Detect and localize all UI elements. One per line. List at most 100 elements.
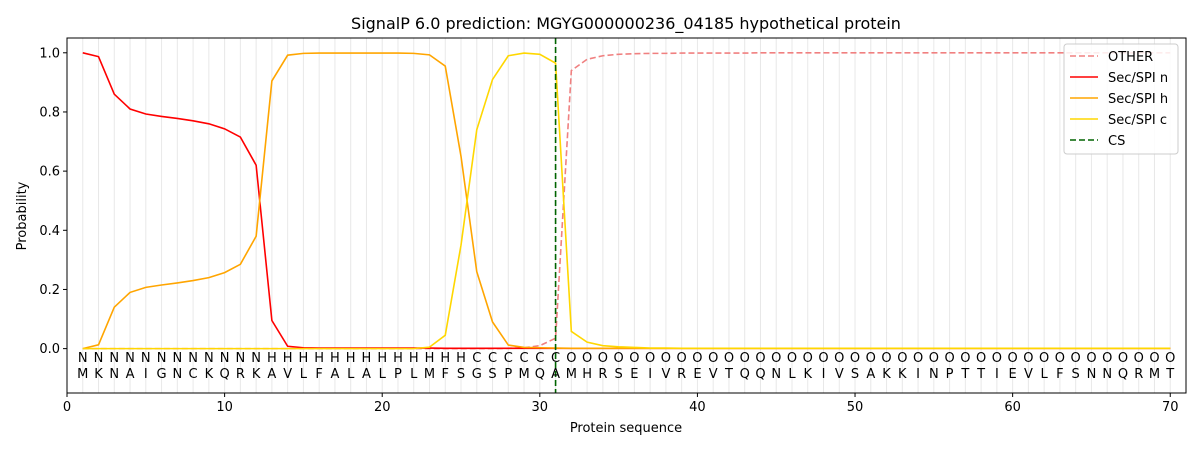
residue-label: K (94, 367, 103, 382)
region-label: O (582, 351, 592, 366)
region-label: H (362, 351, 372, 366)
residue-label: S (457, 367, 465, 382)
residue-label: E (693, 367, 701, 382)
residue-label: R (1134, 367, 1143, 382)
residue-label: H (582, 367, 592, 382)
residue-label: F (315, 367, 322, 382)
region-label: O (1071, 351, 1081, 366)
region-label: H (393, 351, 403, 366)
residue-label: S (614, 367, 622, 382)
residue-label: Q (755, 367, 765, 382)
region-label: O (992, 351, 1002, 366)
region-label: C (504, 351, 513, 366)
region-label: H (425, 351, 435, 366)
region-label: H (267, 351, 277, 366)
region-label: H (283, 351, 293, 366)
region-label: N (204, 351, 214, 366)
residue-label: K (898, 367, 907, 382)
region-label: O (929, 351, 939, 366)
residue-label: S (851, 367, 859, 382)
region-label: O (1023, 351, 1033, 366)
sequence-annotation: NMNKNNNANINGNNNCNKNQNRNKHAHVHLHFHAHLHAHL… (77, 351, 1175, 382)
residue-label: V (709, 367, 718, 382)
x-tick-label: 70 (1162, 400, 1179, 415)
residue-label: N (1087, 367, 1097, 382)
legend: OTHER Sec/SPI n Sec/SPI h Sec/SPI c CS (1063, 43, 1179, 155)
residue-label: A (126, 367, 135, 382)
region-label: H (377, 351, 387, 366)
region-label: N (220, 351, 230, 366)
residue-label: K (252, 367, 261, 382)
region-label: O (881, 351, 891, 366)
region-label: O (708, 351, 718, 366)
region-label: O (1102, 351, 1112, 366)
region-label: N (125, 351, 135, 366)
region-label: N (188, 351, 198, 366)
residue-label: K (205, 367, 214, 382)
y-axis-label: Probability (15, 181, 30, 250)
residue-label: R (236, 367, 245, 382)
region-label: O (1039, 351, 1049, 366)
residue-label: P (946, 367, 954, 382)
residue-label: I (144, 367, 148, 382)
region-label: O (1086, 351, 1096, 366)
region-label: O (818, 351, 828, 366)
residue-label: E (630, 367, 638, 382)
region-label: N (235, 351, 245, 366)
residue-label: L (410, 367, 418, 382)
region-label: C (488, 351, 497, 366)
residue-label: M (424, 367, 435, 382)
region-label: N (172, 351, 182, 366)
region-label: O (803, 351, 813, 366)
region-label: C (551, 351, 560, 366)
residue-label: A (362, 367, 371, 382)
y-tick-label: 0.8 (39, 105, 60, 120)
x-tick-label: 20 (374, 400, 391, 415)
residue-label: L (300, 367, 308, 382)
residue-label: S (488, 367, 496, 382)
legend-label: Sec/SPI c (1108, 113, 1167, 128)
residue-label: V (835, 367, 844, 382)
region-label: O (1165, 351, 1175, 366)
region-label: O (897, 351, 907, 366)
residue-label: K (803, 367, 812, 382)
residue-label: N (109, 367, 119, 382)
x-tick-label: 0 (63, 400, 71, 415)
y-tick-label: 0.4 (39, 224, 60, 239)
residue-label: S (1072, 367, 1080, 382)
region-label: N (78, 351, 88, 366)
region-label: C (472, 351, 481, 366)
legend-label: OTHER (1108, 50, 1153, 65)
region-label: N (141, 351, 151, 366)
residue-label: P (504, 367, 512, 382)
x-axis-label: Protein sequence (570, 421, 682, 436)
region-label: O (740, 351, 750, 366)
residue-label: M (1149, 367, 1160, 382)
residue-label: Q (219, 367, 229, 382)
region-label: O (614, 351, 624, 366)
residue-label: G (472, 367, 482, 382)
region-label: N (94, 351, 104, 366)
region-label: O (1149, 351, 1159, 366)
residue-label: G (157, 367, 167, 382)
residue-label: P (394, 367, 402, 382)
region-label: O (834, 351, 844, 366)
region-label: N (251, 351, 261, 366)
residue-label: R (598, 367, 607, 382)
residue-label: I (916, 367, 920, 382)
residue-label: M (77, 367, 88, 382)
legend-box (1063, 43, 1179, 155)
residue-label: I (995, 367, 999, 382)
residue-label: E (1009, 367, 1017, 382)
region-label: O (1055, 351, 1065, 366)
residue-label: L (788, 367, 796, 382)
region-label: O (913, 351, 923, 366)
region-label: O (960, 351, 970, 366)
x-tick-label: 30 (532, 400, 549, 415)
axis-ticks: 0 10 20 30 40 50 60 70 0.0 0.2 0.4 0.6 0.8 1.0 (39, 46, 1178, 415)
legend-label: Sec/SPI n (1108, 71, 1168, 86)
residue-label: N (929, 367, 939, 382)
residue-label: L (347, 367, 355, 382)
residue-label: C (189, 367, 198, 382)
